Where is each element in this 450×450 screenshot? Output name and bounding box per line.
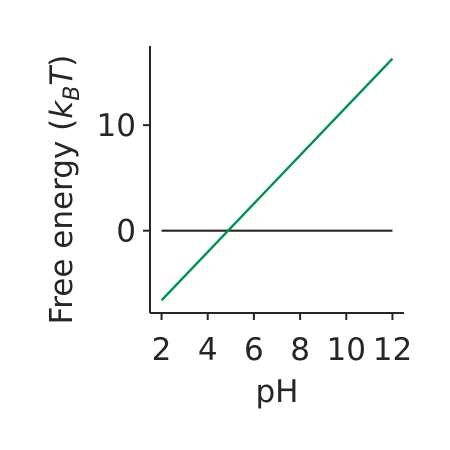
y-axis-label-var2: T [44, 65, 80, 86]
series-line-2 [160, 57, 394, 302]
y-axis-ticks: 0 10 [97, 108, 150, 250]
x-tick-label: 4 [198, 332, 218, 368]
x-axis-ticks: 2 4 6 8 10 12 [152, 313, 412, 368]
y-axis-label-suffix: ) [44, 55, 80, 67]
y-axis-label: Free energy (kBT) [44, 55, 85, 325]
x-tick-label: 8 [290, 332, 310, 368]
x-tick-label: 2 [152, 332, 172, 368]
x-tick-label: 12 [373, 332, 412, 368]
x-tick-label: 10 [327, 332, 366, 368]
plot-area [160, 57, 394, 302]
y-tick-label: 10 [97, 108, 136, 144]
y-tick-label: 0 [116, 214, 136, 250]
x-tick-label: 6 [244, 332, 264, 368]
y-axis-label-var: k [44, 100, 80, 119]
x-axis-label: pH [256, 374, 299, 410]
y-axis-label-prefix: Free energy ( [44, 119, 80, 325]
y-axis-label-sub: B [60, 86, 85, 101]
